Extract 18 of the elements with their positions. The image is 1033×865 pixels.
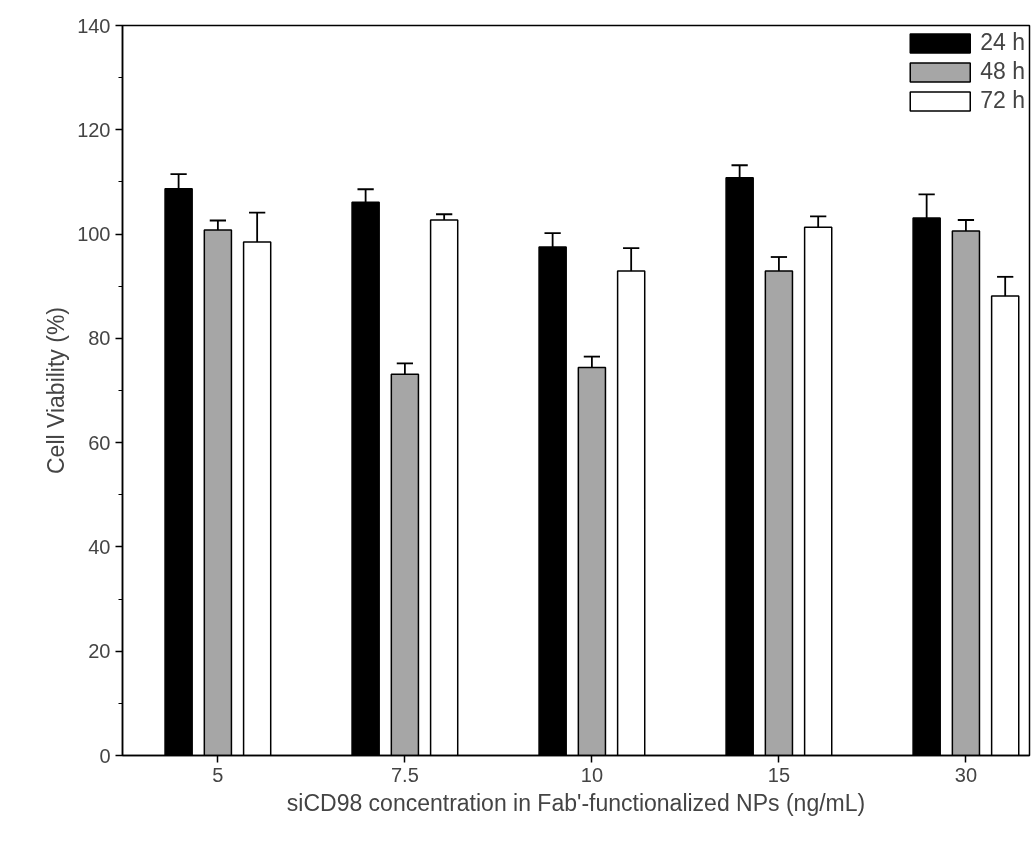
x-tick-label: 15 (767, 763, 791, 786)
x-tick-label: 7.5 (390, 763, 419, 786)
legend-label: 48 h (980, 58, 1025, 85)
x-tick-label: 10 (580, 763, 604, 786)
legend-label: 72 h (980, 87, 1025, 114)
legend-label: 24 h (980, 29, 1025, 56)
y-axis-title: Cell Viability (%) (43, 306, 70, 474)
y-tick-label: 0 (99, 744, 111, 767)
x-tick-label: 5 (212, 763, 224, 786)
y-tick-label: 40 (88, 535, 111, 558)
y-tick-label: 140 (77, 14, 111, 37)
y-tick-label: 100 (77, 223, 111, 246)
x-tick-label: 30 (954, 763, 978, 786)
y-tick-label: 80 (88, 327, 111, 350)
y-tick-label: 120 (77, 118, 111, 141)
y-tick-label: 60 (88, 431, 111, 454)
x-axis-title: siCD98 concentration in Fab'-functionalized NPs (ng/mL) (286, 789, 866, 816)
y-tick-label: 20 (88, 640, 111, 663)
